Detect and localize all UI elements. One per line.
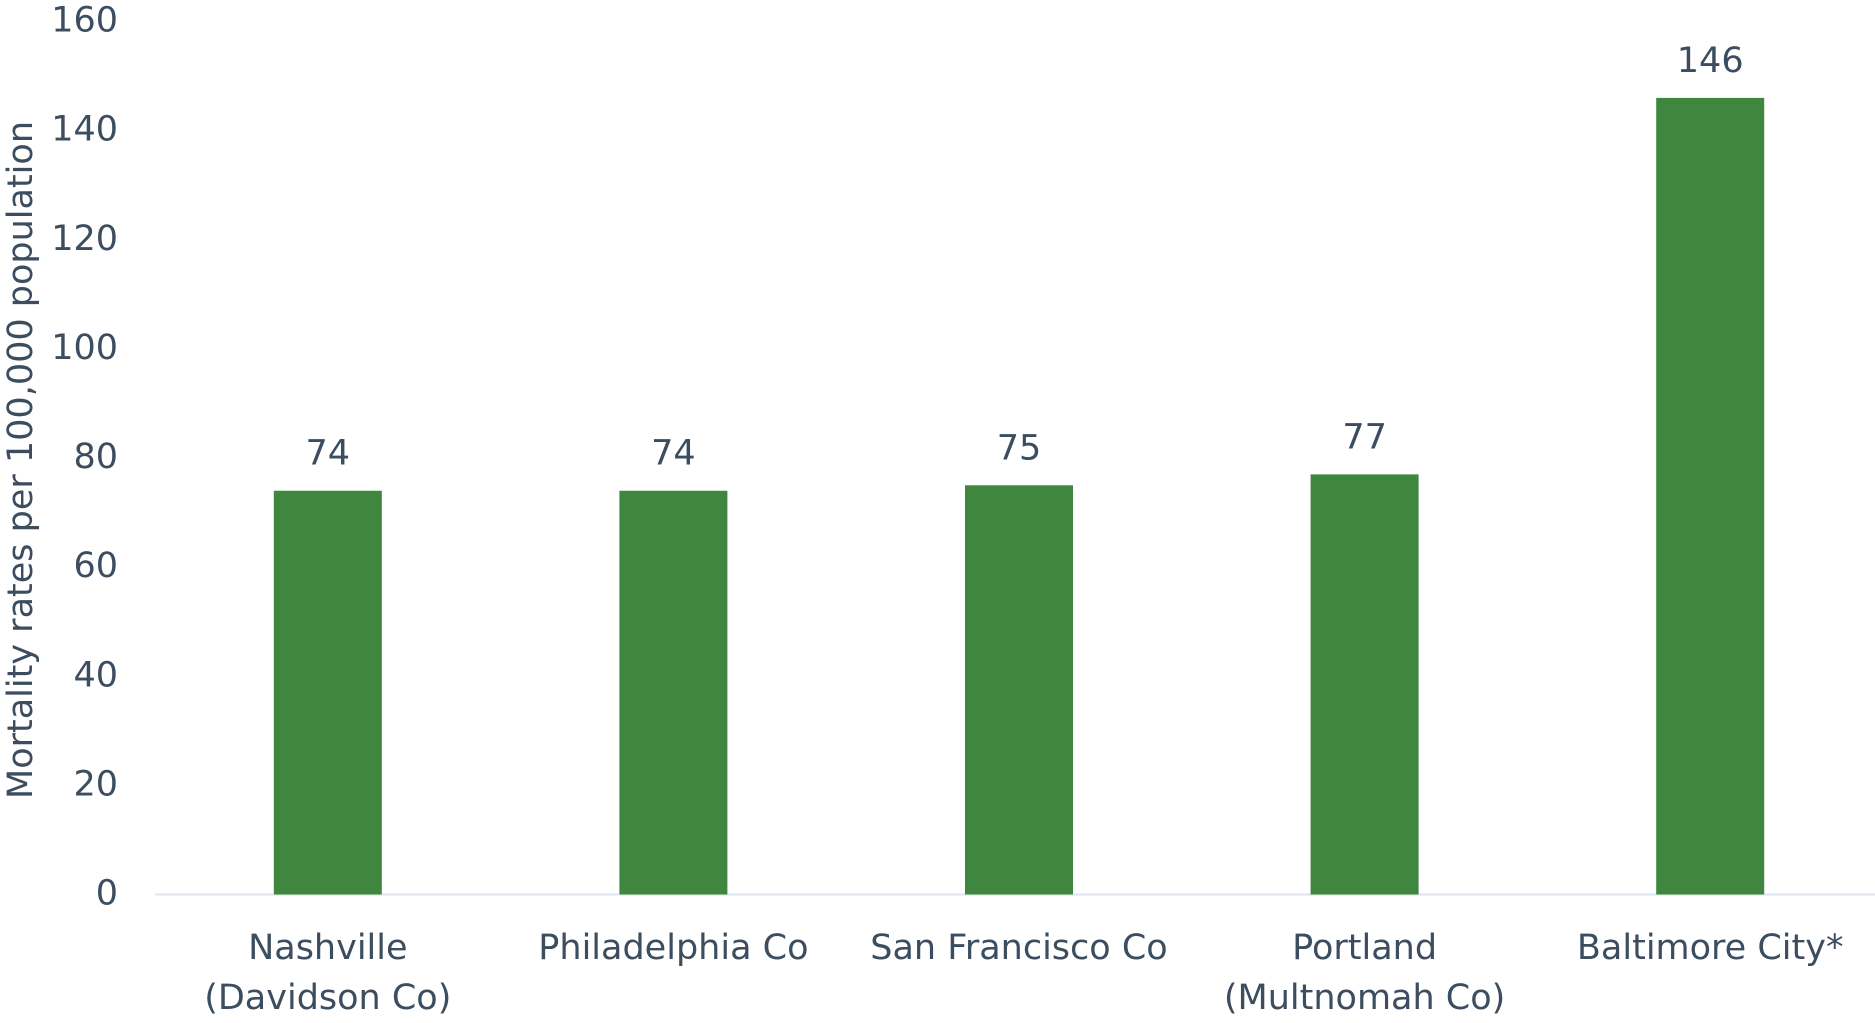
y-tick-label: 40 [73,655,118,695]
x-tick-label-box: Baltimore City* [1576,927,1844,968]
x-tick-label-box: San Francisco Co [870,927,1168,968]
x-tick-label-box: Philadelphia Co [538,927,809,968]
y-tick-label: 160 [51,1,118,41]
bar [619,490,728,895]
y-axis-label: Mortality rates per 100,000 population [1,121,41,799]
x-tick-label: Philadelphia Co [538,927,809,968]
x-tick-label: San Francisco Co [870,927,1168,968]
bar [1310,474,1419,895]
bar [273,490,382,895]
value-label: 146 [1677,41,1744,81]
bar [965,485,1073,895]
x-tick-label: Portland (Multnomah Co) [1223,927,1506,1019]
value-label: 74 [651,434,696,474]
x-tick-label: Baltimore City* [1576,927,1844,968]
x-tick-label-box: Nashville (Davidson Co) [204,927,452,1019]
value-label: 74 [306,434,351,474]
y-tick-label: 0 [96,874,118,914]
value-label: 77 [1342,417,1387,457]
y-tick-label: 120 [51,219,118,259]
y-tick-label: 60 [73,546,118,586]
y-tick-label: 140 [51,110,118,150]
x-tick-label-box: Portland (Multnomah Co) [1223,927,1506,1019]
bar [1656,97,1765,895]
y-tick-label: 100 [51,328,118,368]
value-label: 75 [997,428,1042,468]
x-tick-label: Nashville (Davidson Co) [204,927,452,1019]
y-tick-label: 20 [73,764,118,804]
y-tick-label: 80 [73,437,118,477]
